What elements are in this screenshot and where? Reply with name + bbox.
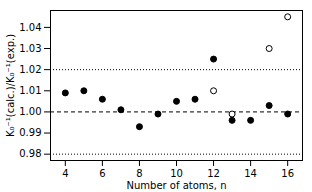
- svg-text:1.04: 1.04: [19, 22, 41, 33]
- svg-text:0.99: 0.99: [19, 127, 41, 138]
- svg-text:10: 10: [170, 168, 183, 179]
- svg-text:4: 4: [62, 168, 68, 179]
- svg-text:6: 6: [99, 168, 105, 179]
- svg-text:0.98: 0.98: [19, 148, 41, 159]
- svg-text:1.01: 1.01: [19, 85, 41, 96]
- svg-text:1.03: 1.03: [19, 43, 41, 54]
- svg-text:K₀⁻¹(calc.)/K₀⁻¹(exp.): K₀⁻¹(calc.)/K₀⁻¹(exp.): [5, 34, 16, 137]
- svg-text:1.02: 1.02: [19, 64, 41, 75]
- svg-text:12: 12: [207, 168, 220, 179]
- svg-text:Number of atoms, n: Number of atoms, n: [127, 180, 227, 191]
- svg-text:8: 8: [136, 168, 142, 179]
- svg-text:14: 14: [244, 168, 257, 179]
- svg-text:16: 16: [281, 168, 294, 179]
- svg-text:1.00: 1.00: [19, 106, 41, 117]
